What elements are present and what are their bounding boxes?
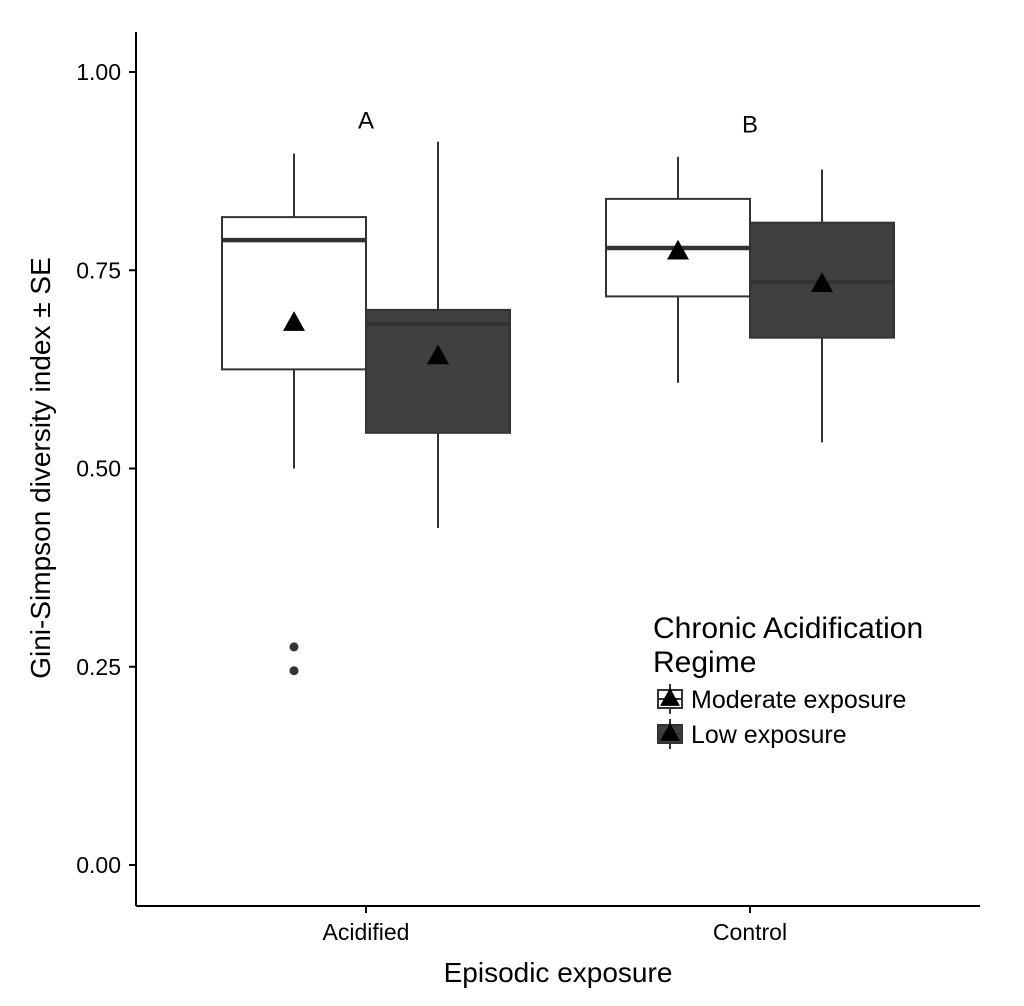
- boxplot-moderate-control: [605, 156, 751, 383]
- x-tick-label: Acidified: [323, 919, 410, 945]
- y-tick-label: 1.00: [76, 59, 121, 85]
- legend-title-line-2: Regime: [653, 646, 756, 679]
- mean-marker: [667, 239, 689, 260]
- x-tick-label: Control: [713, 919, 787, 945]
- group-letter-a: A: [358, 108, 374, 135]
- y-tick-label: 0.25: [76, 654, 121, 680]
- y-axis-title: Gini-Simpson diversity index ± SE: [25, 257, 56, 679]
- outlier-point: [289, 666, 299, 676]
- axes: 0.00 0.25 0.50 0.75 1.00 Acidified Control: [76, 32, 980, 945]
- y-tick-label: 0.00: [76, 852, 121, 878]
- x-axis-title: Episodic exposure: [444, 957, 673, 988]
- mean-marker: [811, 272, 833, 293]
- legend-item-moderate: Moderate exposure: [657, 684, 906, 714]
- legend-label: Moderate exposure: [691, 686, 906, 714]
- legend: Chronic Acidification Regime Moderate ex…: [653, 612, 923, 749]
- boxplot-low-acidified: [365, 141, 511, 528]
- y-tick-label: 0.50: [76, 456, 121, 482]
- boxplot-moderate-acidified: [221, 153, 367, 676]
- legend-item-low: Low exposure: [657, 719, 847, 749]
- legend-mean-marker: [660, 722, 680, 741]
- legend-label: Low exposure: [691, 721, 847, 749]
- mean-marker: [283, 311, 305, 331]
- y-tick-label: 0.75: [76, 257, 121, 283]
- group-letter-b: B: [742, 112, 758, 139]
- box: [221, 216, 367, 371]
- mean-marker: [427, 344, 449, 365]
- boxplot-low-control: [749, 169, 895, 443]
- legend-mean-marker: [660, 687, 680, 706]
- legend-title-line-1: Chronic Acidification: [653, 612, 923, 645]
- box: [365, 308, 511, 434]
- outlier-point: [289, 642, 299, 652]
